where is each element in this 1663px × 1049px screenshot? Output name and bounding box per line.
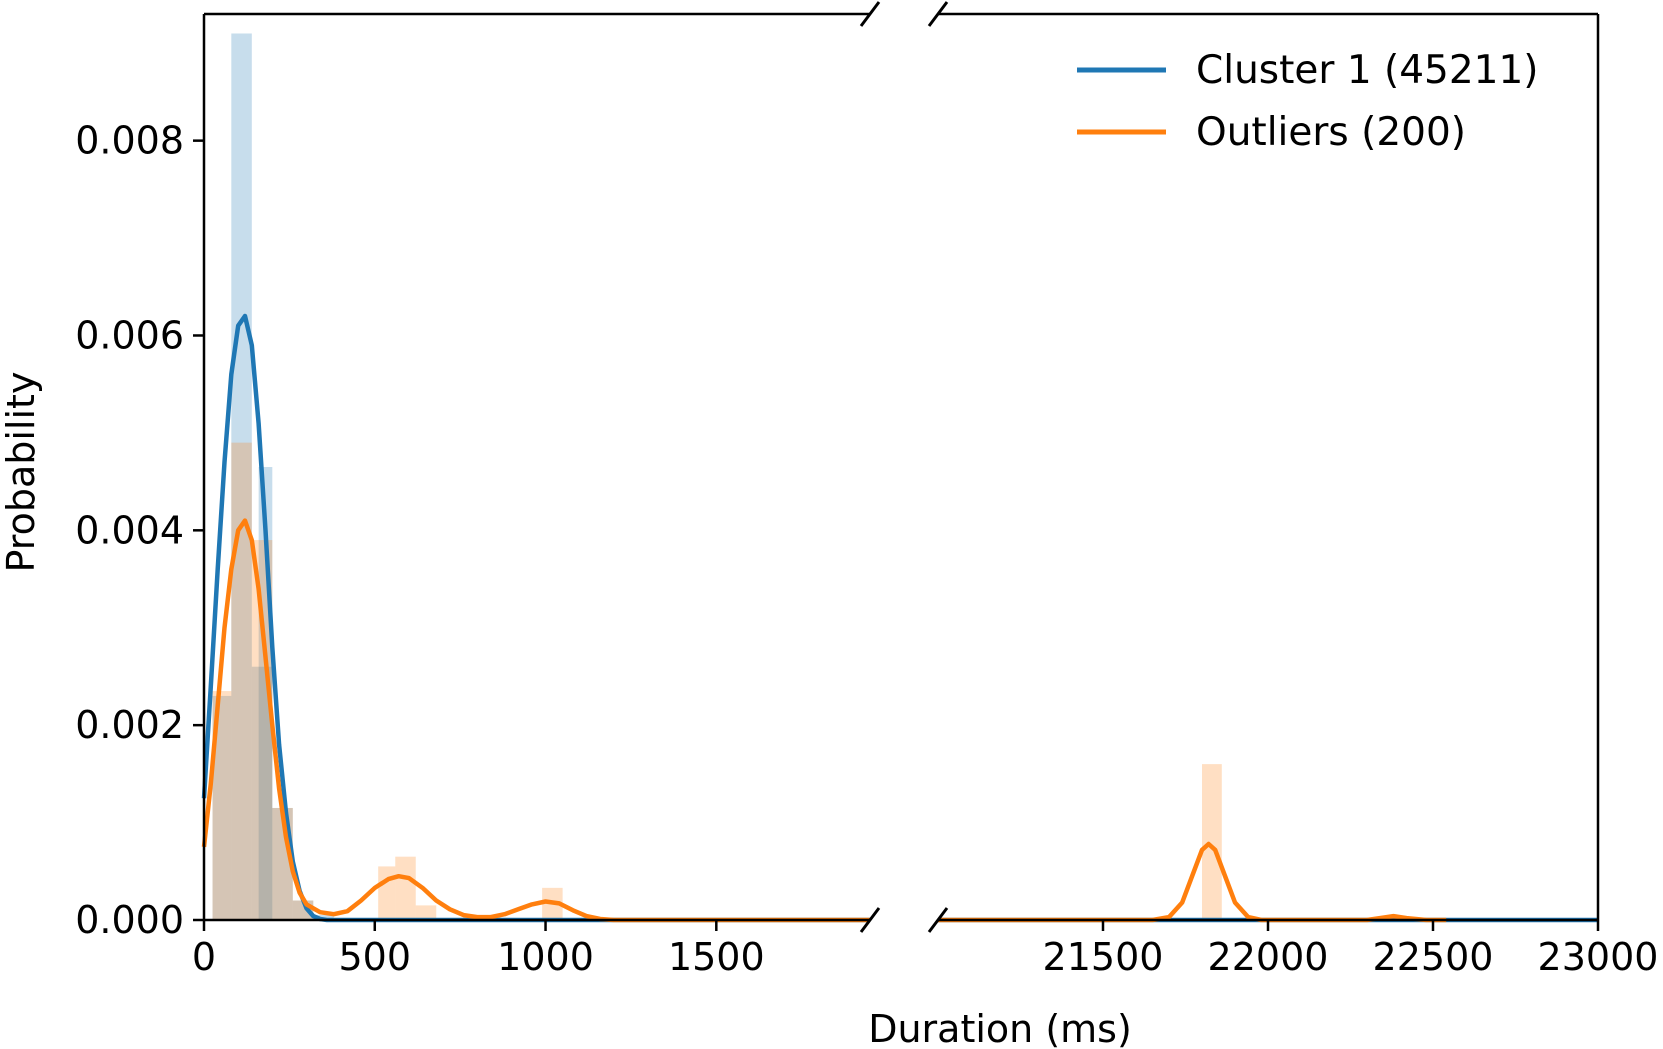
outliers-hist-bar-0 xyxy=(212,691,232,920)
y-tick-label-1: 0.002 xyxy=(75,703,184,747)
cluster1-histogram xyxy=(212,33,334,920)
y-axis-label: Probability xyxy=(0,372,43,573)
left-x-tick-label-0: 0 xyxy=(192,935,216,979)
y-tick-label-3: 0.006 xyxy=(75,313,184,357)
right-x-tick-label-1: 22000 xyxy=(1208,935,1329,979)
axis-break-mark-1 xyxy=(859,907,881,933)
legend-label-outliers: Outliers (200) xyxy=(1196,110,1466,155)
y-tick-label-2: 0.004 xyxy=(75,508,184,552)
axis-break-mark-3 xyxy=(927,907,949,933)
axis-break-mark-0 xyxy=(859,1,881,27)
right-x-tick-label-0: 21500 xyxy=(1043,935,1164,979)
outliers-hist-bar-6 xyxy=(395,856,416,920)
cluster1-hist-bar-0 xyxy=(212,695,232,920)
axes xyxy=(202,1,1600,933)
legend: Cluster 1 (45211) Outliers (200) xyxy=(1077,48,1539,155)
ticks: 0.000 0.002 0.004 0.006 0.008 0 500 1000 1500 215… xyxy=(75,119,1658,979)
y-tick-label-4: 0.008 xyxy=(75,119,184,163)
cluster1-hist-bar-2 xyxy=(251,666,273,920)
left-x-tick-label-3: 1500 xyxy=(668,935,765,979)
left-x-tick-label-2: 1000 xyxy=(497,935,594,979)
left-x-tick-label-1: 500 xyxy=(339,935,412,979)
axis-break-mark-2 xyxy=(927,1,949,27)
outliers-kde-line-left xyxy=(201,518,870,923)
right-x-tick-label-3: 23000 xyxy=(1538,935,1659,979)
y-tick-label-0: 0.000 xyxy=(75,898,184,942)
kde-lines xyxy=(201,313,1598,923)
outliers-hist-bar-7 xyxy=(415,905,437,920)
outliers-histogram xyxy=(212,442,1222,920)
legend-label-cluster1: Cluster 1 (45211) xyxy=(1196,48,1539,93)
outliers-kde-line-right xyxy=(938,841,1447,923)
x-axis-label: Duration (ms) xyxy=(868,1007,1132,1049)
outliers-hist-bar-5 xyxy=(378,866,396,920)
right-x-tick-label-2: 22500 xyxy=(1373,935,1494,979)
outliers-hist-bar-1 xyxy=(231,442,252,920)
outliers-hist-bar-9 xyxy=(1202,764,1222,920)
cluster1-kde-line-left xyxy=(201,313,870,923)
outliers-hist-bar-2 xyxy=(251,540,273,920)
cluster1-hist-bar-1 xyxy=(231,33,252,920)
